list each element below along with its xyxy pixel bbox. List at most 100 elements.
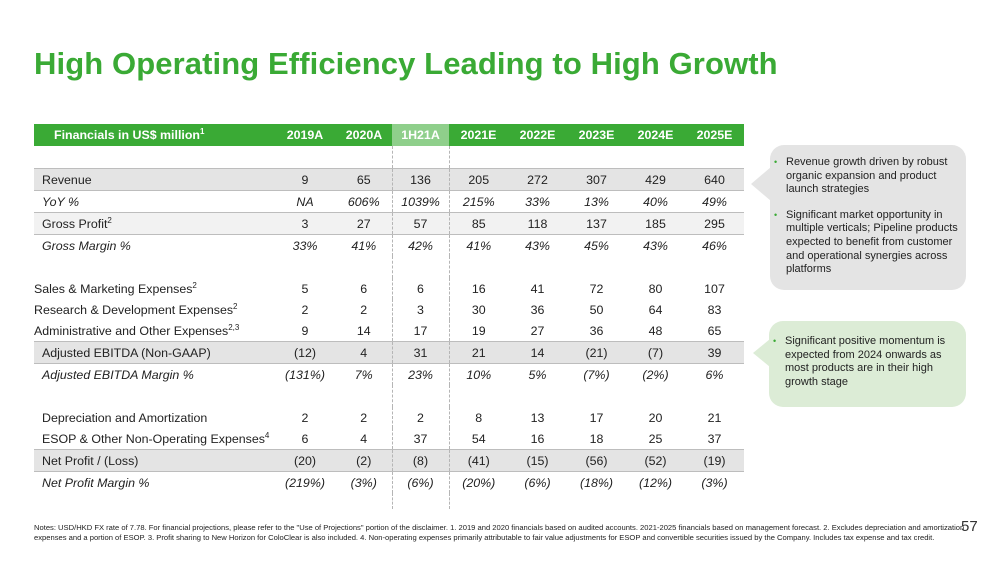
table-row: Sales & Marketing Expenses2 5 6 6 16 41 72 80 10… — [34, 278, 744, 299]
value-cell: (21) — [567, 341, 626, 364]
value-cell: 14 — [508, 341, 567, 364]
value-cell: (7) — [626, 341, 685, 364]
value-cell: 36 — [589, 323, 604, 338]
table-row: ESOP & Other Non-Operating Expenses4 6 4 37… — [34, 428, 744, 450]
footnote-marker: 2,3 — [228, 322, 240, 332]
row-label-text: Administrative and Other Expenses — [34, 324, 229, 339]
spacer-cell — [449, 385, 508, 407]
value-cell: 65 — [707, 323, 722, 338]
spacer-cell — [449, 256, 508, 278]
header-label: Financials in US$ million1 — [34, 124, 274, 146]
value-cell: 43% — [525, 238, 550, 253]
value-cell: 640 — [685, 168, 744, 191]
value-cell: (19) — [685, 449, 744, 472]
value-cell: 2 — [360, 302, 368, 317]
value-cell: 37 — [707, 431, 722, 446]
spacer-row — [34, 256, 744, 278]
value-cell: (219%) — [285, 475, 325, 490]
value-cell: (15) — [508, 449, 567, 472]
value-cell: 31 — [391, 341, 450, 364]
value-cell: (12) — [274, 341, 336, 364]
row-label: Gross Margin % — [34, 235, 274, 257]
row-label-text: Gross Margin % — [42, 238, 131, 253]
value-cell: 17 — [589, 410, 604, 425]
value-cell: 307 — [567, 168, 626, 191]
footnotes: Notes: USD/HKD FX rate of 7.78. For fina… — [34, 523, 965, 543]
value-cell: 17 — [391, 320, 450, 342]
value-cell: 46% — [702, 238, 727, 253]
spacer-cell — [336, 385, 392, 407]
value-cell: 6 — [360, 281, 368, 296]
header-label-text: Financials in US$ million — [54, 128, 200, 143]
value-cell: 13 — [530, 410, 545, 425]
value-cell: 21 — [449, 341, 508, 364]
spacer-cell — [685, 146, 744, 169]
spacer-cell — [274, 385, 336, 407]
spacer-cell — [34, 493, 274, 509]
value-cell: 215% — [449, 190, 508, 213]
value-cell: 5% — [528, 367, 547, 382]
spacer-row — [34, 493, 744, 509]
value-cell: 9 — [274, 168, 336, 191]
value-cell: 10% — [466, 367, 492, 382]
value-cell: (6%) — [524, 475, 551, 490]
spacer-cell — [336, 493, 392, 509]
table-header-row: Financials in US$ million1 2019A 2020A 1… — [34, 124, 744, 146]
value-cell: 4 — [360, 431, 368, 446]
row-label-text: Net Profit Margin % — [42, 475, 150, 490]
value-cell: 118 — [508, 212, 567, 235]
value-cell: 1039% — [391, 190, 450, 213]
col-header: 2023E — [567, 124, 626, 146]
page-number: 57 — [961, 518, 978, 535]
spacer-cell — [391, 493, 450, 509]
col-header: 2025E — [685, 124, 744, 146]
value-cell: 48 — [648, 323, 663, 338]
value-cell: 6 — [301, 431, 309, 446]
callout-revenue-growth: Revenue growth driven by robust organic … — [751, 145, 966, 290]
footnote-marker: 2 — [233, 301, 238, 311]
row-label: Adjusted EBITDA (Non-GAAP) — [34, 341, 274, 364]
value-cell: 137 — [567, 212, 626, 235]
value-cell: 33% — [508, 190, 567, 213]
value-cell: 21 — [707, 410, 722, 425]
value-cell: 40% — [626, 190, 685, 213]
spacer-cell — [567, 256, 626, 278]
callout-bullet: Significant market opportunity in multip… — [770, 209, 966, 277]
spacer-cell — [274, 256, 336, 278]
spacer-cell — [567, 385, 626, 407]
value-cell: 27 — [336, 212, 392, 235]
value-cell: 2 — [301, 302, 309, 317]
row-label: YoY % — [34, 190, 274, 213]
row-label-text: Depreciation and Amortization — [42, 410, 208, 425]
row-label: Depreciation and Amortization — [34, 407, 274, 428]
row-label-text: Sales & Marketing Expenses — [34, 282, 193, 297]
table-row: Revenue 9 65 136 205 272 307 429 640 — [34, 168, 744, 191]
value-cell: 83 — [707, 302, 722, 317]
table-row: Gross Margin % 33% 41% 42% 41% 43% 45% 43% 46% — [34, 234, 744, 257]
value-cell: 57 — [391, 212, 450, 235]
row-label: Administrative and Other Expenses2,3 — [34, 320, 274, 342]
spacer-cell — [508, 493, 567, 509]
spacer-cell — [626, 146, 685, 169]
spacer-cell — [685, 493, 744, 509]
value-cell: 16 — [471, 281, 486, 296]
table-row: Depreciation and Amortization 2 2 2 8 13 17 20 2… — [34, 407, 744, 428]
value-cell: 6% — [705, 367, 724, 382]
value-cell: 54 — [471, 431, 486, 446]
value-cell: (2%) — [642, 367, 669, 382]
row-label-text: Revenue — [42, 172, 92, 187]
slide-title: High Operating Efficiency Leading to Hig… — [34, 46, 778, 81]
value-cell: 205 — [449, 168, 508, 191]
value-cell: 20 — [648, 410, 663, 425]
value-cell: 3 — [274, 212, 336, 235]
value-cell: (3%) — [350, 475, 377, 490]
value-cell: 6 — [391, 278, 450, 299]
col-header-highlight: 1H21A — [392, 124, 449, 146]
row-label: Sales & Marketing Expenses2 — [34, 278, 274, 299]
value-cell: 25 — [648, 431, 663, 446]
spacer-cell — [567, 493, 626, 509]
spacer-cell — [508, 146, 567, 169]
value-cell: (41) — [449, 449, 508, 472]
value-cell: 64 — [648, 302, 663, 317]
value-cell: (56) — [567, 449, 626, 472]
